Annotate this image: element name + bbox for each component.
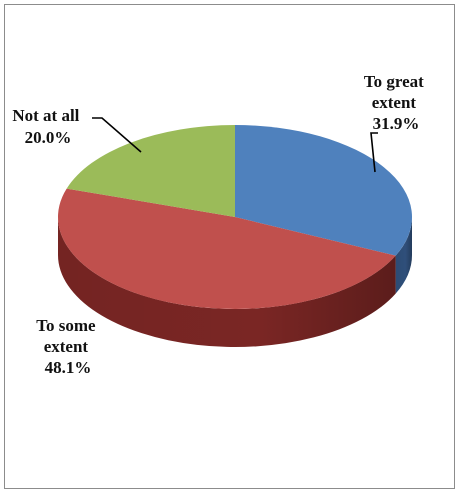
pie-slice-to-great-extent <box>235 125 412 256</box>
percent-label: 20.0% <box>25 128 72 147</box>
pie-side-shade <box>58 217 396 348</box>
leader-line-to-great-extent <box>370 132 378 173</box>
label-line: extent <box>44 337 89 356</box>
percent-label: 48.1% <box>45 358 92 377</box>
pie-slice-not-at-all <box>66 125 235 217</box>
pie-slice-to-some-extent <box>57 188 396 310</box>
label-line: To great <box>364 72 424 91</box>
slice-label-to-some-extent: To some extent 48.1% <box>36 316 100 377</box>
label-line: extent <box>372 93 417 112</box>
leader-line-not-at-all <box>92 117 142 153</box>
percent-label: 31.9% <box>373 114 420 133</box>
pie-side-shade <box>395 217 412 294</box>
label-line: To some <box>36 316 96 335</box>
slice-label-to-great-extent: To great extent 31.9% <box>364 72 428 133</box>
slice-label-not-at-all: Not at all 20.0% <box>12 106 83 147</box>
label-line: Not at all <box>12 106 79 125</box>
